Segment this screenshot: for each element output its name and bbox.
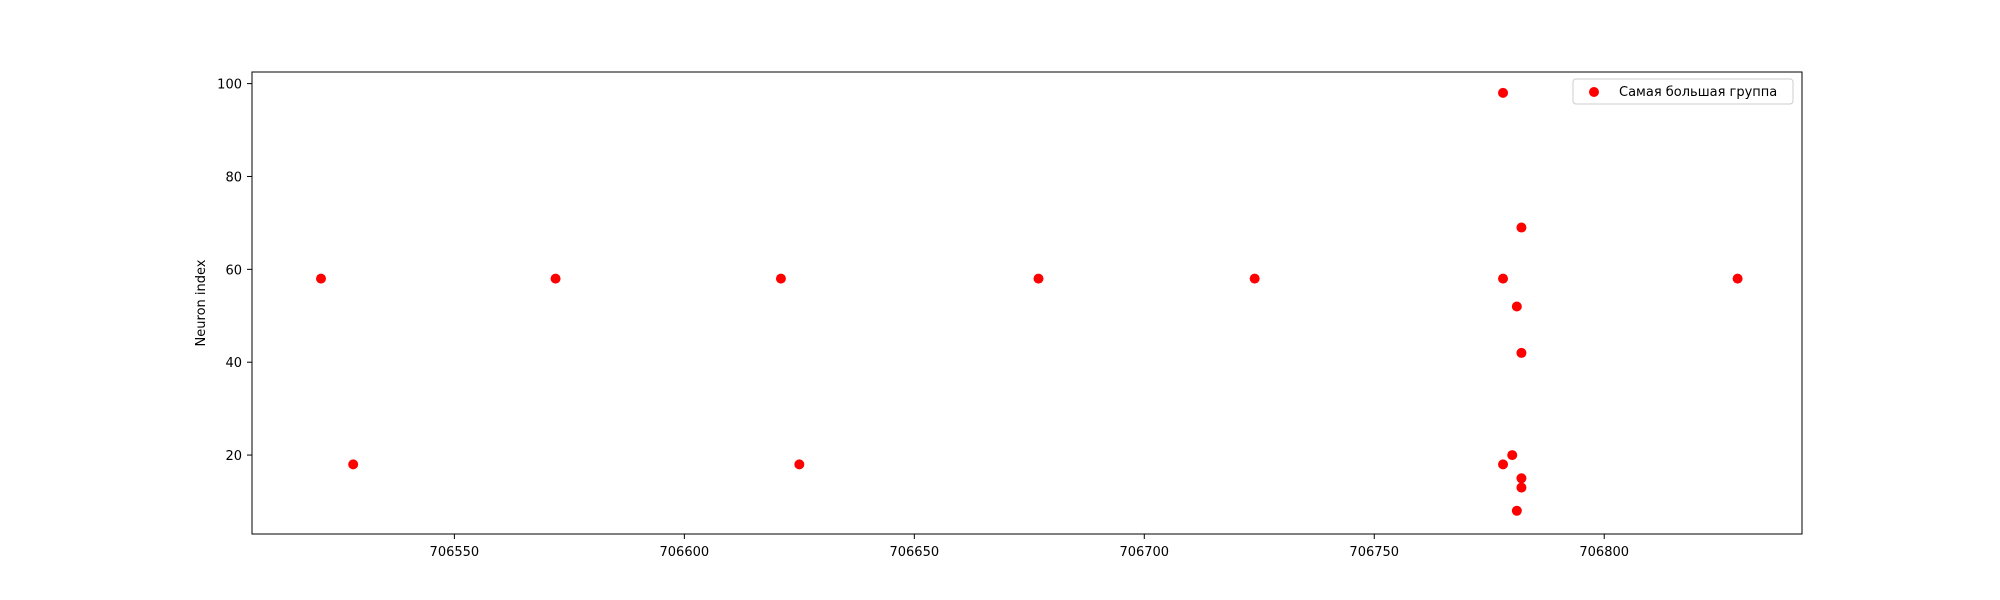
data-point — [1249, 273, 1260, 284]
legend-label: Самая большая группа — [1619, 85, 1777, 100]
data-point — [348, 459, 359, 470]
x-tick-label: 706550 — [430, 545, 480, 560]
data-point — [1498, 273, 1509, 284]
data-point — [1732, 273, 1743, 284]
data-points — [315, 87, 1743, 516]
y-tick-label: 100 — [217, 78, 242, 93]
data-point — [1498, 87, 1509, 98]
y-axis-title: Neuron index — [194, 259, 209, 346]
legend-marker — [1589, 87, 1599, 97]
data-point — [315, 273, 326, 284]
y-tick-label: 40 — [225, 356, 242, 371]
data-point — [794, 459, 805, 470]
data-point — [1033, 273, 1044, 284]
data-point — [550, 273, 561, 284]
data-point — [1507, 450, 1518, 461]
x-axis: 706550 706600 706650 706700 706750 706800 — [430, 534, 1629, 560]
y-tick-label: 60 — [225, 263, 242, 278]
data-point — [1498, 459, 1509, 470]
data-point — [1516, 222, 1527, 233]
data-point — [1511, 505, 1522, 516]
data-point — [1516, 473, 1527, 484]
x-tick-label: 706600 — [660, 545, 710, 560]
data-point — [1516, 482, 1527, 493]
y-axis: 20 40 60 80 100 — [217, 78, 252, 464]
x-tick-label: 706750 — [1349, 545, 1399, 560]
legend-box — [1572, 78, 1794, 105]
x-tick-label: 706800 — [1579, 545, 1629, 560]
legend: Самая большая группа — [1572, 78, 1794, 105]
data-point — [1516, 347, 1527, 358]
data-point — [775, 273, 786, 284]
x-tick-label: 706650 — [889, 545, 939, 560]
y-tick-label: 20 — [225, 449, 242, 464]
x-tick-label: 706700 — [1119, 545, 1169, 560]
data-point — [1511, 301, 1522, 312]
y-tick-label: 80 — [225, 170, 242, 185]
plot-area — [251, 71, 1803, 535]
